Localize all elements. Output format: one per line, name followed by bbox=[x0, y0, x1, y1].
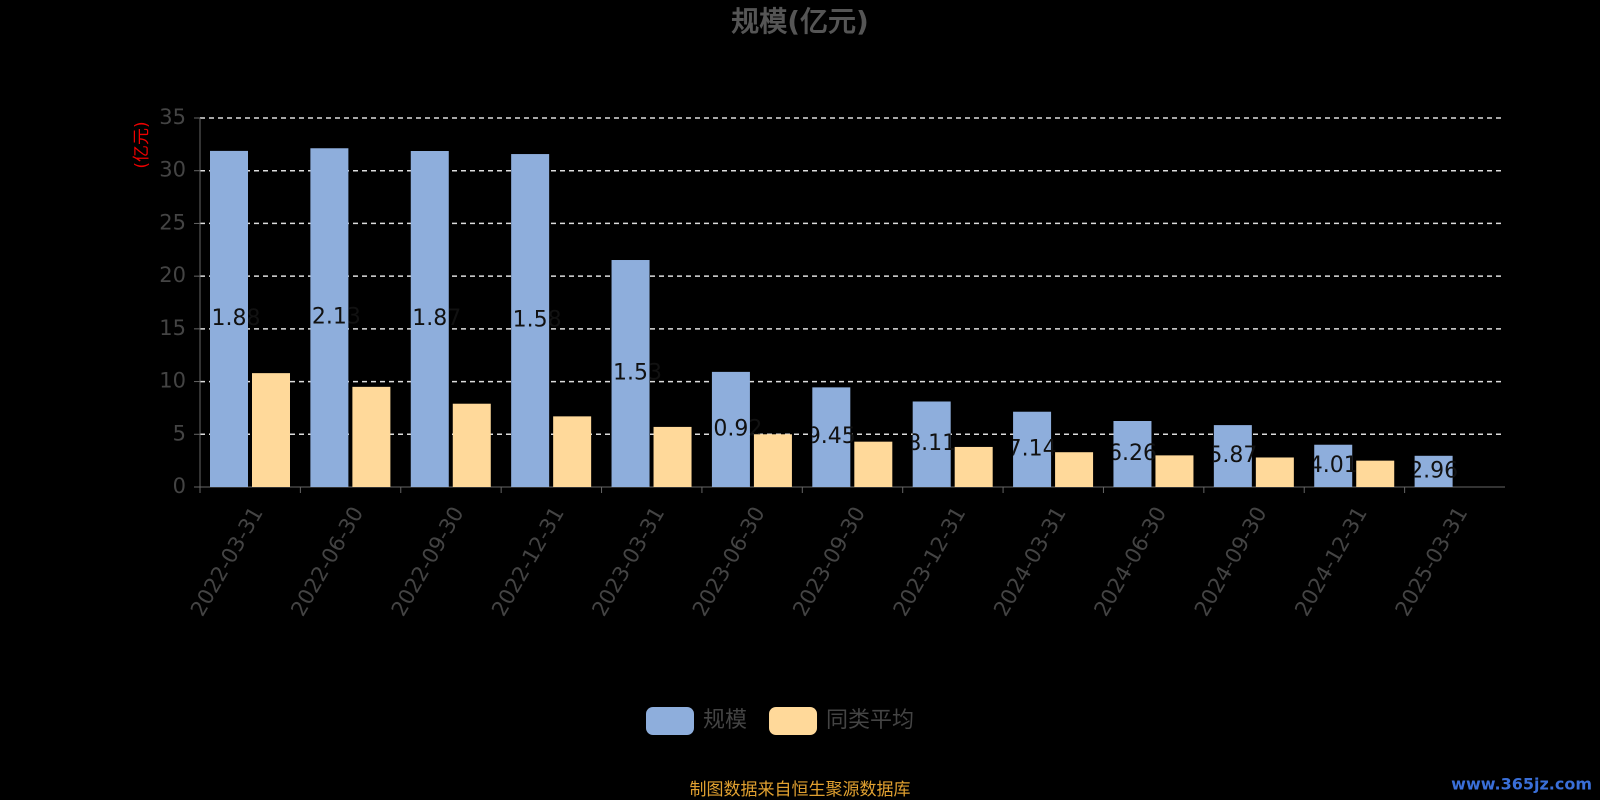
y-tick-label: 20 bbox=[159, 263, 186, 287]
bar bbox=[653, 426, 692, 487]
x-tick-label: 2025-03-31 bbox=[1391, 503, 1473, 621]
bar bbox=[753, 434, 792, 487]
bar bbox=[854, 441, 893, 487]
bar bbox=[1213, 425, 1252, 487]
bar bbox=[1255, 457, 1294, 487]
x-tick-label: 2023-03-31 bbox=[587, 503, 669, 621]
y-tick-label: 0 bbox=[173, 474, 186, 498]
chart-title: 规模(亿元) bbox=[731, 5, 869, 38]
data-label: 9.45 bbox=[807, 424, 856, 449]
data-label: 31.87 bbox=[398, 306, 461, 331]
bar bbox=[410, 150, 449, 487]
data-label: 31.88 bbox=[198, 306, 261, 331]
y-tick-label: 25 bbox=[159, 210, 186, 234]
legend-label: 同类平均 bbox=[826, 708, 914, 733]
bar bbox=[1356, 460, 1395, 487]
x-tick-label: 2024-06-30 bbox=[1089, 503, 1171, 621]
bar bbox=[1113, 421, 1152, 487]
legend-item[interactable]: 规模 bbox=[646, 707, 747, 735]
data-label: 6.26 bbox=[1108, 441, 1157, 466]
bar bbox=[611, 260, 650, 487]
data-label: 21.53 bbox=[599, 361, 662, 386]
x-tick-label: 2024-03-31 bbox=[989, 503, 1071, 621]
data-label: 7.14 bbox=[1008, 436, 1057, 461]
y-tick-label: 15 bbox=[159, 316, 186, 340]
data-label: 10.92 bbox=[699, 416, 762, 441]
legend-label: 规模 bbox=[703, 708, 747, 733]
x-tick-label: 2024-12-31 bbox=[1290, 503, 1372, 621]
bar bbox=[1414, 455, 1453, 487]
x-tick-label: 2022-09-30 bbox=[387, 503, 469, 621]
bar bbox=[452, 403, 491, 487]
bar bbox=[1155, 455, 1194, 487]
bar bbox=[352, 386, 391, 487]
x-tick-label: 2023-12-31 bbox=[889, 503, 971, 621]
x-tick-label: 2022-03-31 bbox=[186, 503, 268, 621]
watermark: www.365jz.com bbox=[1451, 775, 1592, 794]
x-tick-label: 2024-09-30 bbox=[1190, 503, 1272, 621]
x-tick-label: 2023-09-30 bbox=[788, 503, 870, 621]
bar bbox=[912, 401, 951, 487]
bar bbox=[310, 148, 349, 487]
bar bbox=[252, 373, 290, 487]
data-label: 2.96 bbox=[1409, 458, 1458, 483]
bar bbox=[553, 416, 592, 487]
data-label: 8.11 bbox=[907, 431, 956, 456]
y-tick-label: 30 bbox=[159, 158, 186, 182]
bar bbox=[812, 387, 851, 487]
y-axis-label: (亿元) bbox=[132, 121, 152, 168]
y-tick-label: 35 bbox=[159, 105, 186, 129]
x-tick-label: 2022-12-31 bbox=[487, 503, 569, 621]
source-note: 制图数据来自恒生聚源数据库 bbox=[690, 780, 911, 800]
bar bbox=[711, 371, 750, 487]
bar bbox=[1314, 444, 1353, 487]
bar bbox=[954, 446, 993, 487]
y-tick-label: 5 bbox=[173, 421, 186, 445]
bar bbox=[511, 154, 550, 487]
data-label: 31.58 bbox=[499, 308, 562, 333]
legend-swatch bbox=[646, 707, 694, 735]
legend-swatch bbox=[769, 707, 818, 735]
data-label: 5.87 bbox=[1208, 443, 1257, 468]
y-tick-label: 10 bbox=[159, 369, 186, 393]
bar bbox=[210, 150, 248, 487]
bar bbox=[1055, 452, 1094, 487]
legend-item[interactable]: 同类平均 bbox=[769, 707, 914, 735]
x-tick-label: 2022-06-30 bbox=[286, 503, 368, 621]
data-label: 4.01 bbox=[1309, 453, 1358, 478]
data-label: 32.13 bbox=[298, 305, 361, 330]
x-tick-label: 2023-06-30 bbox=[688, 503, 770, 621]
bar bbox=[1013, 411, 1052, 487]
